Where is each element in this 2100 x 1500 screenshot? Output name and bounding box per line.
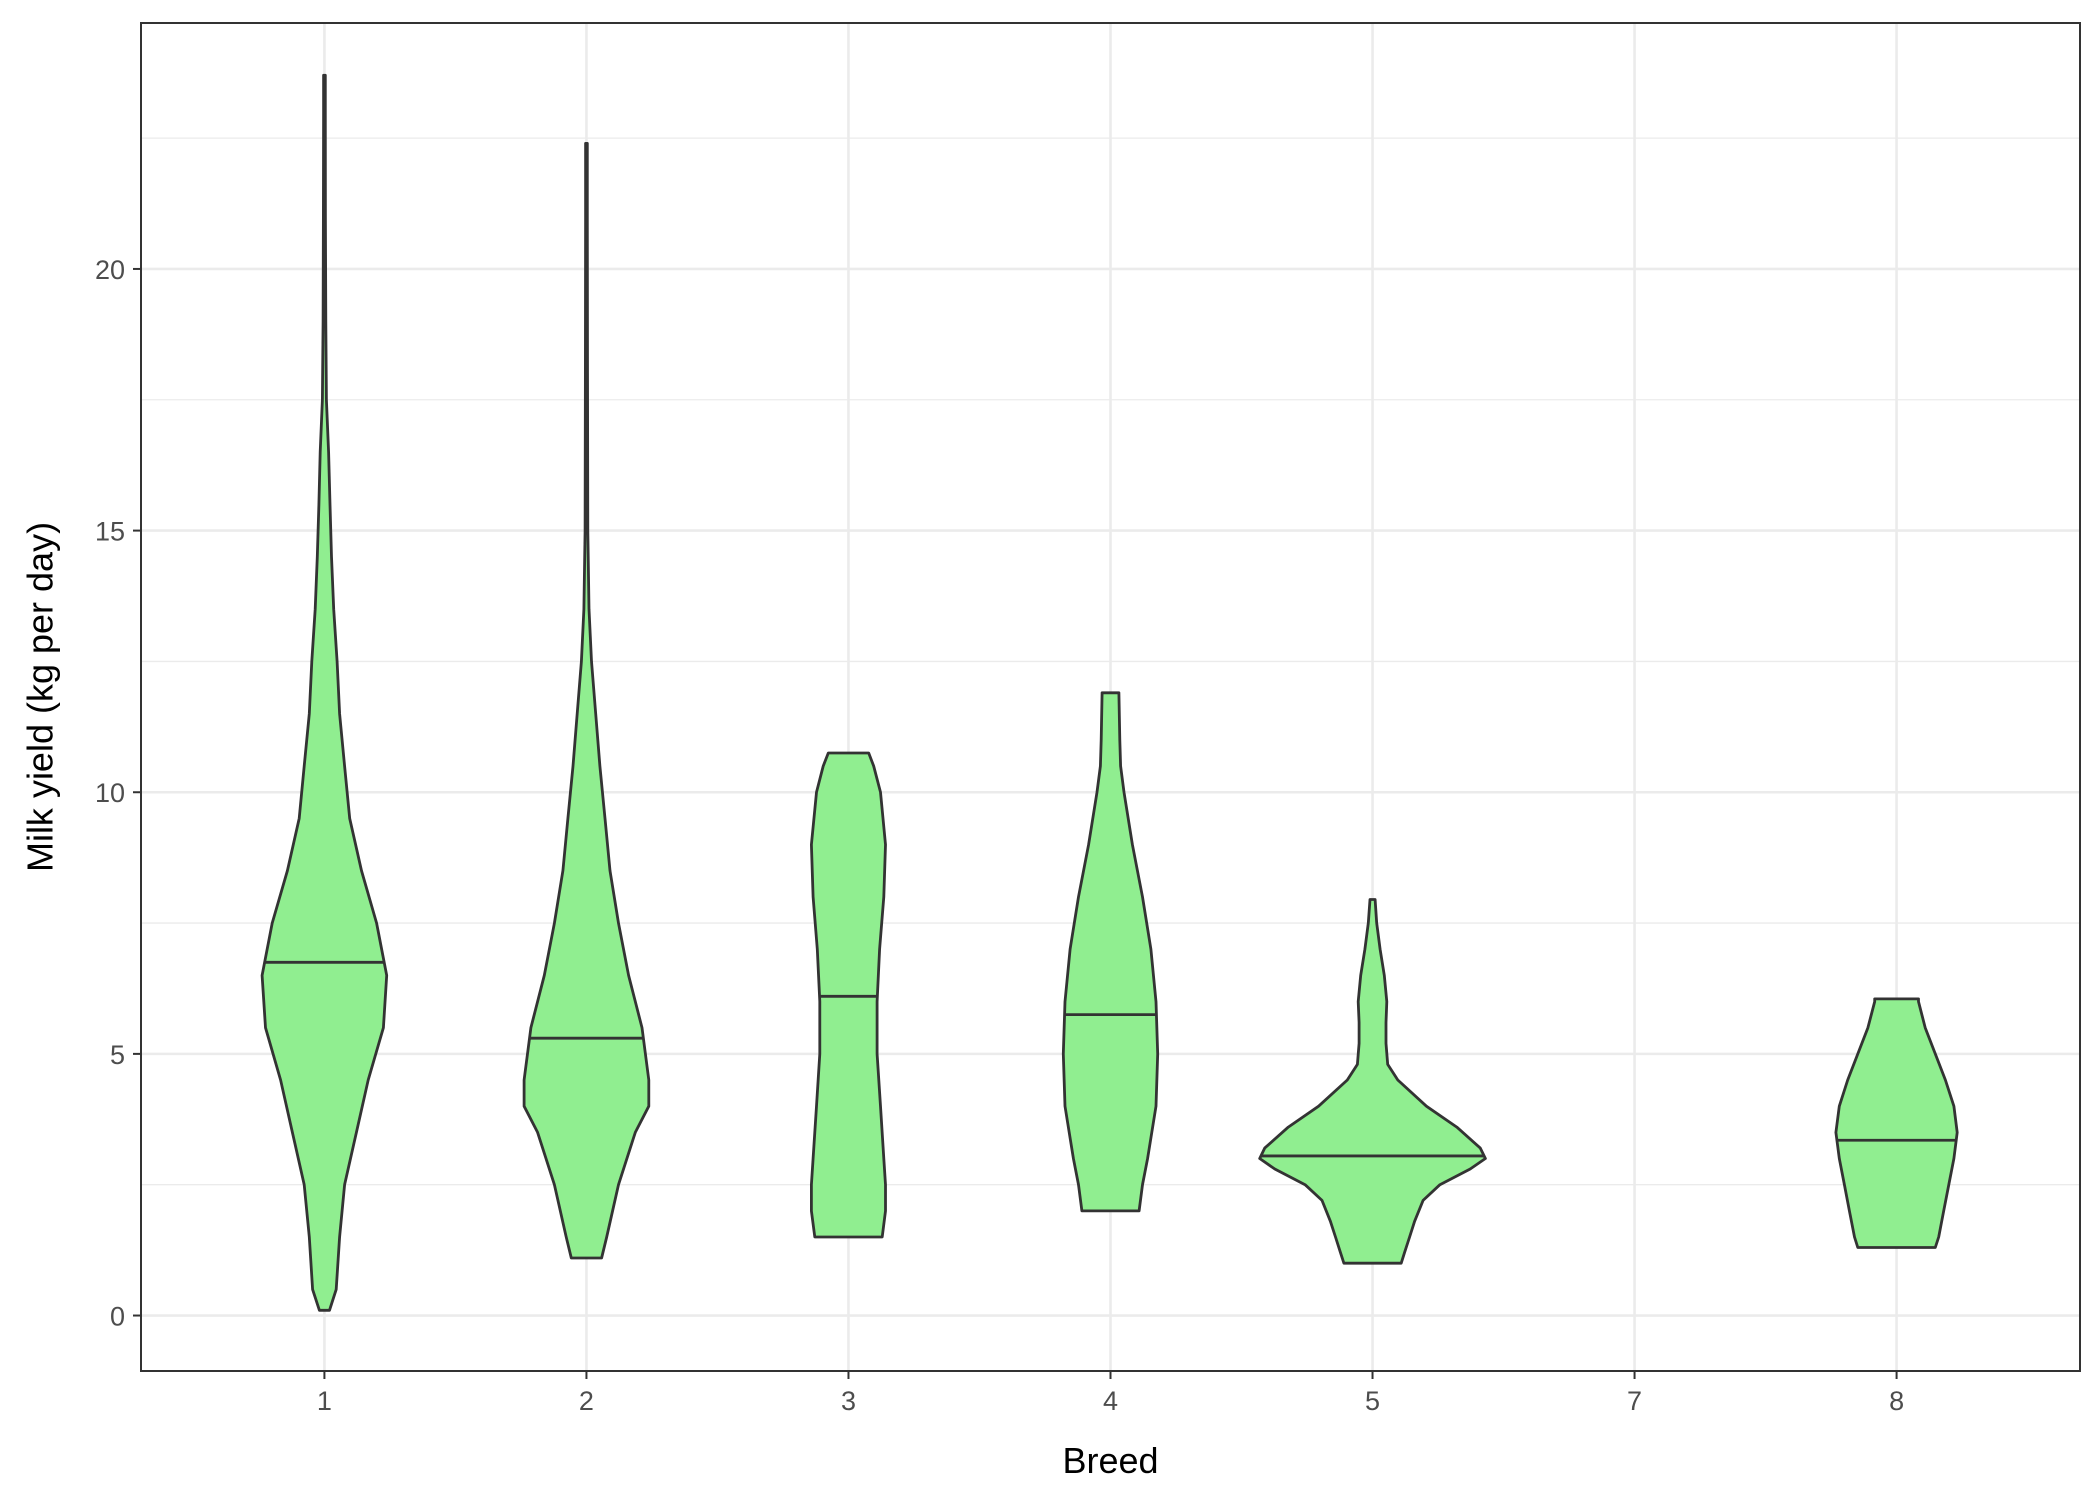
violin-layer — [260, 73, 1959, 1312]
y-tick-label: 15 — [95, 517, 125, 547]
violin-4 — [1061, 691, 1160, 1213]
y-tick-label: 5 — [110, 1040, 125, 1070]
x-axis: 1 2 3 4 5 7 8 — [317, 1371, 1904, 1416]
violin-5 — [1258, 898, 1487, 1265]
x-tick-label: 1 — [317, 1386, 332, 1416]
y-axis-title: Milk yield (kg per day) — [20, 522, 61, 872]
x-tick-label: 8 — [1889, 1386, 1904, 1416]
y-tick-label: 0 — [110, 1302, 125, 1332]
x-tick-label: 7 — [1627, 1386, 1642, 1416]
y-axis: 0 5 10 15 20 — [95, 255, 141, 1332]
x-tick-label: 3 — [841, 1386, 856, 1416]
violin-8 — [1834, 997, 1959, 1249]
x-tick-label: 4 — [1103, 1386, 1118, 1416]
x-tick-label: 2 — [579, 1386, 594, 1416]
y-tick-label: 10 — [95, 778, 125, 808]
x-axis-title: Breed — [1062, 1440, 1158, 1481]
violin-1 — [260, 73, 389, 1312]
violin-2 — [522, 142, 651, 1260]
x-tick-label: 5 — [1365, 1386, 1380, 1416]
y-tick-label: 20 — [95, 255, 125, 285]
